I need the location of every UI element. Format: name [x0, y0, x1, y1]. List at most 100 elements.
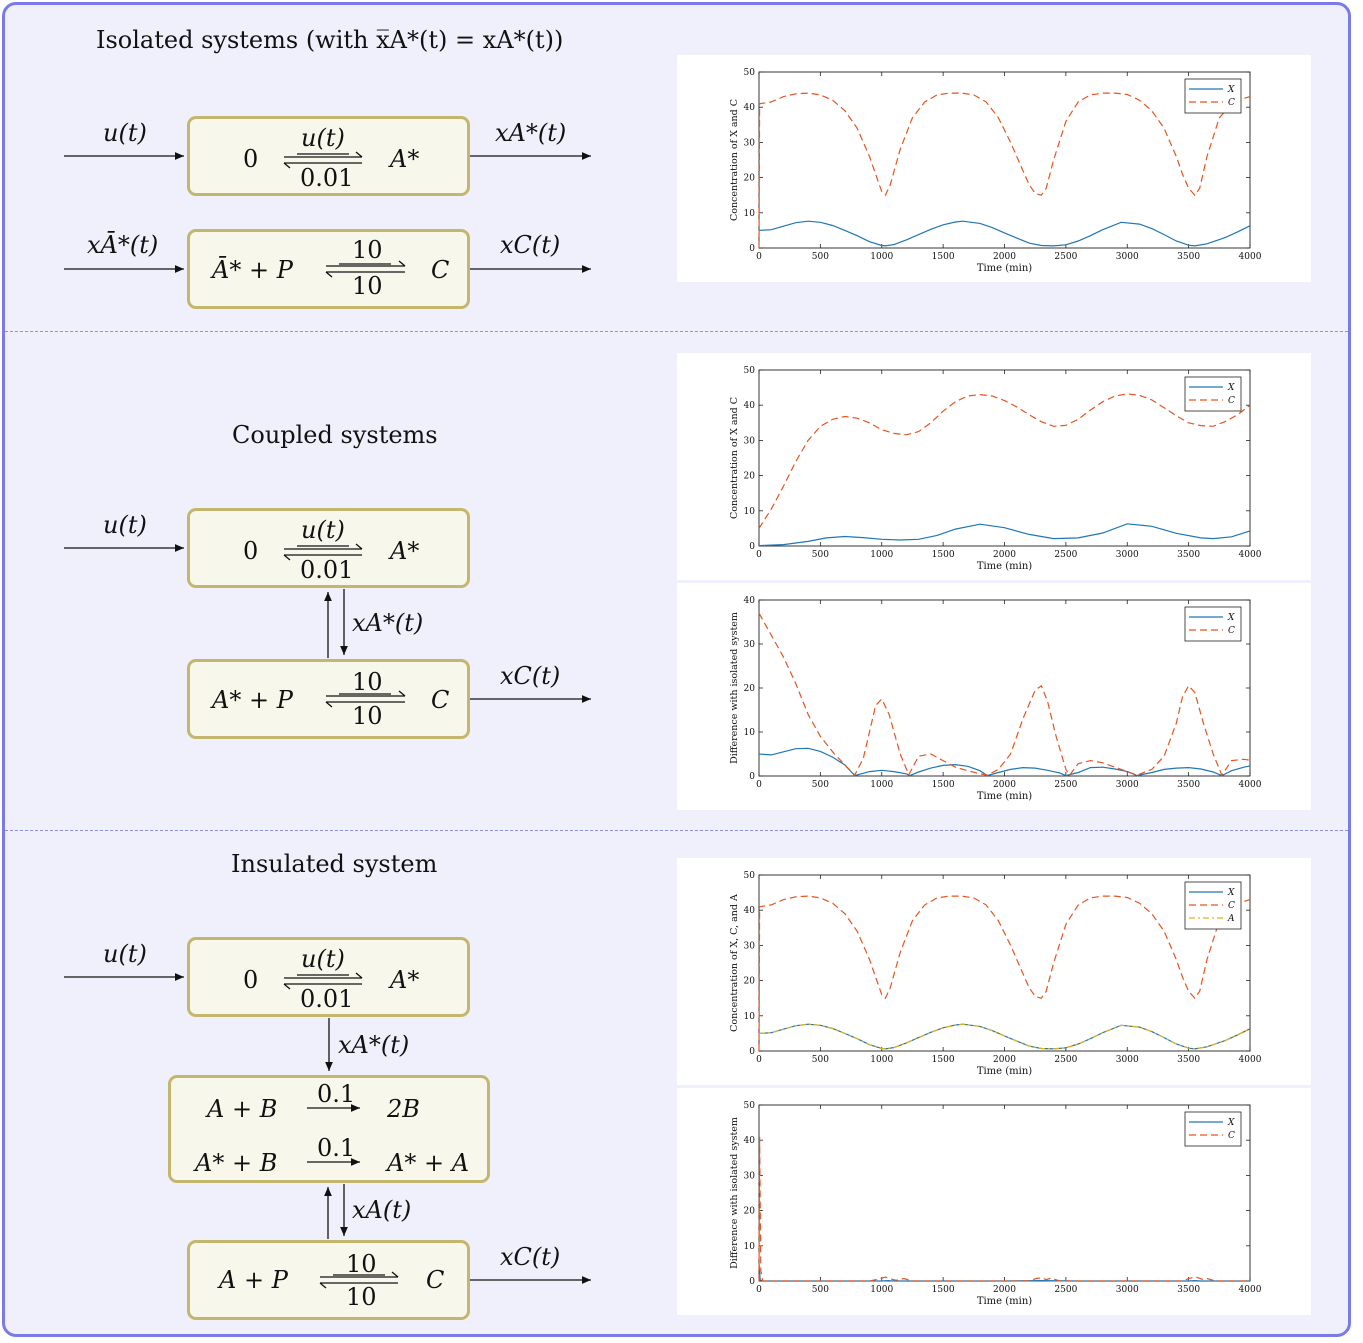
y-tick-label: 0: [749, 542, 755, 552]
legend-label: A: [1227, 914, 1235, 924]
plot-area: [758, 1104, 1251, 1282]
chart-coupled-difference: 0 500 1000 1500 2000 2500 3000 3500 4000 0 10 20 30 4…: [729, 596, 1262, 802]
x-tick-label: 3500: [1177, 1055, 1200, 1065]
y-tick-label: 30: [744, 941, 756, 951]
x-tick-label: 1500: [932, 550, 955, 560]
series-line-A: [758, 1023, 1251, 1050]
rate-label: 10: [346, 1283, 377, 1311]
insulator-box: [168, 1075, 490, 1183]
y-tick-label: 10: [744, 209, 756, 219]
plot-area: [758, 599, 1251, 777]
y-tick-label: 50: [744, 366, 756, 376]
chart-panel: 0 500 1000 1500 2000 2500 3000 3500 4000 0 10 20 30 4…: [677, 353, 1311, 580]
section-heading-insulated: Insulated system: [231, 850, 438, 878]
binding-box: [187, 229, 470, 309]
x-tick-label: 1000: [870, 780, 893, 790]
x-tick-label: 2000: [993, 1055, 1016, 1065]
input-signal-label: u(t): [103, 119, 147, 147]
y-tick-label: 40: [744, 401, 756, 411]
rate-label: u(t): [301, 124, 345, 152]
reactant-label: Ā* + P: [212, 256, 293, 284]
x-tick-label: 1000: [870, 550, 893, 560]
reactant-label: 0: [243, 966, 259, 994]
x-tick-label: 4000: [1239, 1285, 1262, 1295]
rate-label: 0.1: [317, 1080, 356, 1108]
x-tick-label: 3000: [1116, 252, 1139, 262]
y-tick-label: 50: [744, 1101, 756, 1111]
y-tick-label: 30: [744, 640, 756, 650]
x-tick-label: 500: [812, 1055, 829, 1065]
x-tick-label: 1000: [870, 252, 893, 262]
output-signal-label: xC(t): [500, 662, 561, 690]
y-tick-label: 10: [744, 1242, 756, 1252]
x-tick-label: 0: [756, 550, 762, 560]
x-axis-label: Time (min): [977, 791, 1032, 802]
chart-insulated-concentration: 0 500 1000 1500 2000 2500 3000 3500 4000 0 10 20 30 4…: [729, 871, 1262, 1077]
y-tick-label: 50: [744, 871, 756, 881]
reactant-label: 0: [243, 537, 259, 565]
legend-label: C: [1228, 901, 1235, 911]
series-line-C: [758, 92, 1251, 249]
rate-label: 10: [352, 236, 383, 264]
x-tick-label: 500: [812, 1285, 829, 1295]
y-tick-label: 0: [749, 1047, 755, 1057]
y-tick-label: 10: [744, 507, 756, 517]
y-axis-label: Concentration of X, C, and A: [729, 894, 740, 1032]
chart-isolated: 0 500 1000 1500 2000 2500 3000 3500 4000 0 10 20 30 4…: [729, 68, 1262, 274]
rate-label: u(t): [301, 945, 345, 973]
coupling-signal-label: xA*(t): [338, 1031, 410, 1059]
product-label: A*: [390, 537, 420, 565]
binding-box: [187, 1240, 470, 1320]
y-axis-label: Difference with isolated system: [729, 1117, 740, 1269]
y-axis-label: Concentration of X and C: [729, 99, 740, 221]
input-signal-label: u(t): [103, 511, 147, 539]
x-tick-label: 3500: [1177, 550, 1200, 560]
legend-label: X: [1227, 613, 1235, 623]
y-tick-label: 0: [749, 244, 755, 254]
x-tick-label: 3000: [1116, 550, 1139, 560]
product-label: C: [431, 686, 450, 714]
reactant-label: A + P: [219, 1266, 288, 1294]
y-tick-label: 30: [744, 1171, 756, 1181]
coupling-signal-label: xA(t): [352, 1196, 412, 1224]
x-tick-label: 500: [812, 550, 829, 560]
x-axis-label: Time (min): [977, 1066, 1032, 1077]
x-tick-label: 1000: [870, 1055, 893, 1065]
y-tick-label: 30: [744, 436, 756, 446]
legend-label: X: [1227, 383, 1235, 393]
series-line-X: [758, 523, 1251, 547]
output-signal-label: xA*(t): [495, 119, 567, 147]
x-tick-label: 2500: [1054, 1055, 1077, 1065]
x-tick-label: 500: [812, 252, 829, 262]
y-tick-label: 40: [744, 596, 756, 606]
x-tick-label: 500: [812, 780, 829, 790]
y-tick-label: 20: [744, 1207, 756, 1217]
x-tick-label: 4000: [1239, 780, 1262, 790]
x-tick-label: 3000: [1116, 780, 1139, 790]
x-tick-label: 2000: [993, 780, 1016, 790]
rate-label: 10: [352, 668, 383, 696]
legend: [1184, 376, 1242, 412]
x-tick-label: 2500: [1054, 550, 1077, 560]
legend-label: C: [1228, 1131, 1235, 1141]
section-heading-coupled: Coupled systems: [232, 421, 438, 449]
legend-label: X: [1227, 1118, 1235, 1128]
chart-panel: 0 500 1000 1500 2000 2500 3000 3500 4000 0 10 20 30 4…: [677, 583, 1311, 810]
rate-label: u(t): [301, 516, 345, 544]
section-divider: [5, 830, 1348, 831]
rate-label: 0.01: [300, 164, 354, 192]
chart-panel: 0 500 1000 1500 2000 2500 3000 3500 4000 0 10 20 30 4…: [677, 1088, 1311, 1315]
product-label: 2B: [387, 1095, 420, 1123]
x-tick-label: 3000: [1116, 1055, 1139, 1065]
product-label: A*: [390, 145, 420, 173]
x-tick-label: 0: [756, 780, 762, 790]
chart-panel: 0 500 1000 1500 2000 2500 3000 3500 4000 0 10 20 30 4…: [677, 55, 1311, 282]
chart-insulated-difference: 0 500 1000 1500 2000 2500 3000 3500 4000 0 10 20 30 4…: [729, 1101, 1262, 1307]
legend-label: C: [1228, 98, 1235, 108]
y-tick-label: 10: [744, 728, 756, 738]
rate-label: 0.01: [300, 985, 354, 1013]
x-tick-label: 1500: [932, 252, 955, 262]
plot-area: [758, 71, 1251, 249]
output-signal-label: xC(t): [500, 1243, 561, 1271]
reactant-label: 0: [243, 145, 259, 173]
